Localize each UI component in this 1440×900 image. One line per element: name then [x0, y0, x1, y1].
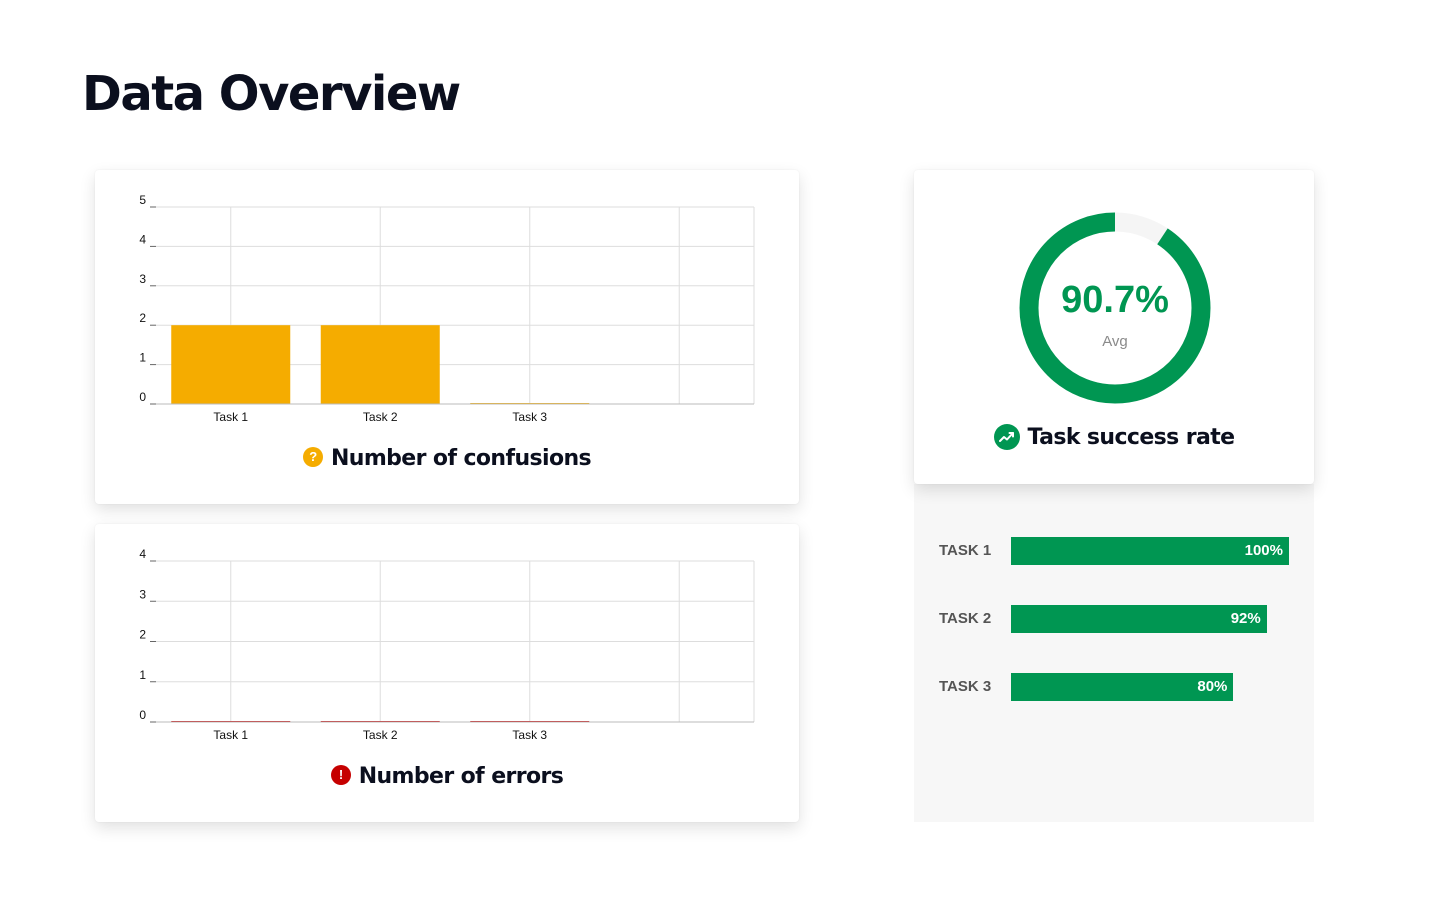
task-rate-track: 100% [1011, 537, 1289, 565]
confusions-chart-card: 0 1 2 3 4 5 Task 1 Task 2 Task 3 ? Number of con… [95, 170, 799, 504]
task-rate-label: TASK 1 [939, 542, 992, 559]
success-rate-card: 90.7% Avg Task success rate [914, 170, 1314, 484]
errors-ytick-label: 1 [139, 668, 146, 682]
confusions-ytick-label: 3 [139, 272, 146, 286]
task-rate-row: TASK 1 100% [939, 537, 1299, 565]
trend-up-icon [993, 424, 1020, 450]
task-rate-row: TASK 2 92% [939, 605, 1299, 633]
confusions-bar [171, 325, 291, 404]
errors-caption: ! Number of errors [95, 764, 799, 789]
errors-category-label: Task 1 [213, 728, 248, 742]
confusions-caption: ? Number of confusions [95, 446, 799, 471]
task-rate-value: 100% [1244, 542, 1283, 559]
errors-ytick-label: 3 [139, 587, 146, 601]
task-rate-value: 92% [1230, 610, 1261, 627]
task-rate-label: TASK 2 [939, 610, 992, 627]
task-rates-panel: TASK 1 100% TASK 2 92% TASK 3 80% [914, 484, 1314, 822]
success-caption: Task success rate [914, 424, 1314, 450]
page-title: Data Overview [82, 66, 461, 122]
task-rate-track: 92% [1011, 605, 1289, 633]
errors-ytick-label: 4 [139, 547, 146, 561]
task-rate-bar: 80% [1011, 673, 1234, 701]
question-icon: ? [302, 446, 323, 467]
success-avg-label: Avg [1102, 333, 1128, 350]
confusions-category-label: Task 2 [363, 410, 398, 424]
task-rate-row: TASK 3 80% [939, 673, 1299, 701]
errors-bar-chart: 0 1 2 3 4 Task 1 Task 2 Task 3 [139, 547, 755, 742]
errors-ytick-label: 0 [139, 708, 146, 722]
success-donut-svg [1019, 212, 1211, 404]
task-rate-bar: 100% [1011, 537, 1289, 565]
task-rate-value: 80% [1197, 678, 1228, 695]
task-rate-bar: 92% [1011, 605, 1267, 633]
confusions-ytick-label: 4 [139, 232, 146, 246]
errors-ytick-label: 2 [139, 628, 146, 642]
confusions-ytick-label: 2 [139, 311, 146, 325]
success-value: 90.7% [1061, 279, 1169, 321]
success-caption-text: Task success rate [1027, 424, 1236, 450]
confusions-category-label: Task 1 [213, 410, 248, 424]
errors-caption-text: Number of errors [358, 764, 564, 789]
errors-category-label: Task 3 [512, 728, 547, 742]
task-rate-track: 80% [1011, 673, 1289, 701]
confusions-ytick-label: 1 [139, 351, 146, 365]
errors-chart-card: 0 1 2 3 4 Task 1 Task 2 Task 3 ! Number of erro… [95, 524, 799, 822]
confusions-bar [320, 325, 440, 404]
confusions-category-label: Task 3 [512, 410, 547, 424]
errors-category-label: Task 2 [363, 728, 398, 742]
task-rate-label: TASK 3 [939, 678, 992, 695]
exclamation-icon: ! [330, 764, 351, 785]
confusions-bar-chart: 0 1 2 3 4 5 Task 1 Task 2 Task 3 [139, 193, 755, 424]
confusions-ytick-label: 0 [139, 390, 146, 404]
donut-arc [1019, 212, 1211, 404]
confusions-caption-text: Number of confusions [330, 446, 592, 471]
confusions-ytick-label: 5 [139, 193, 146, 207]
success-donut: 90.7% Avg [1015, 208, 1215, 408]
